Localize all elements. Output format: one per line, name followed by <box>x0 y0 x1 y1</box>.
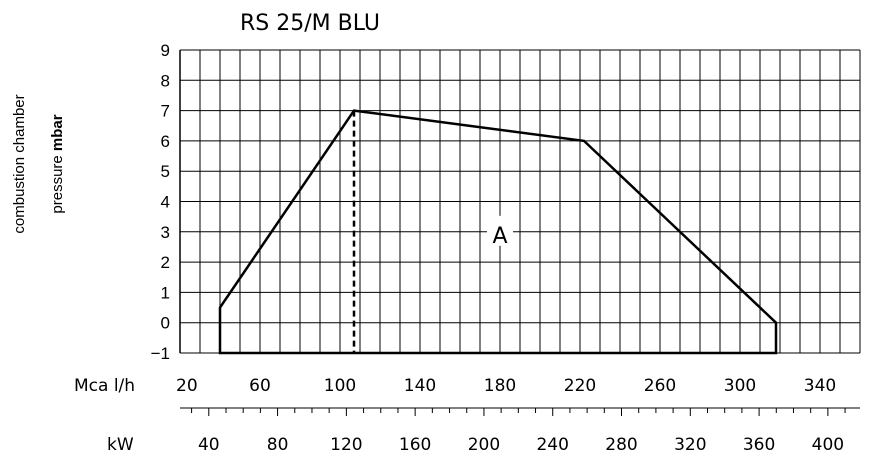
x-kw-tick-label: 240 <box>536 435 568 455</box>
working-field-curve <box>218 109 778 355</box>
y-axis-label-line1: combustion chamber <box>11 94 28 233</box>
x-mcal-tick-label: 300 <box>724 376 756 396</box>
x-kw-tick-label: 360 <box>743 435 775 455</box>
x-axis-kw: kW 40 80 120 160 200 240 280 320 360 400 <box>107 407 860 455</box>
plot-area: A <box>218 109 778 355</box>
grid <box>179 49 861 354</box>
x-kw-tick-label: 160 <box>399 435 431 455</box>
annotation-background <box>487 215 513 246</box>
y-tick-label: 5 <box>161 162 170 181</box>
y-tick-label: 2 <box>161 253 170 272</box>
x-kw-tick-label: 40 <box>198 435 220 455</box>
x-axis-mcal: Mca l/h 20 60 100 140 180 220 260 300 340 <box>74 376 836 396</box>
y-tick-labels: −1 0 1 2 3 4 5 6 7 8 9 <box>151 41 170 363</box>
y-tick-label: 8 <box>161 71 170 90</box>
x-kw-tick-label: 320 <box>674 435 706 455</box>
y-tick-label: 9 <box>161 41 170 60</box>
y-tick-label: 7 <box>161 102 170 121</box>
x-mcal-tick-label: 220 <box>564 376 596 396</box>
y-axis-label-line2: pressure mbar <box>49 114 66 213</box>
y-axis-label-prefix: pressure <box>49 151 66 214</box>
y-tick-label: 1 <box>161 283 170 302</box>
x-mcal-tick-label: 60 <box>249 376 271 396</box>
y-tick-label: 0 <box>161 314 170 333</box>
x-mcal-tick-label: 140 <box>404 376 436 396</box>
y-axis-label: combustion chamber pressure mbar <box>11 94 66 233</box>
x-mcal-tick-label: 180 <box>484 376 516 396</box>
x-mcal-tick-label: 340 <box>804 376 836 396</box>
x-kw-tick-label: 400 <box>812 435 844 455</box>
x-kw-tick-label: 200 <box>468 435 500 455</box>
y-axis-label-unit: mbar <box>49 114 66 151</box>
x-kw-tick-label: 120 <box>330 435 362 455</box>
chart-title: RS 25/M BLU <box>240 11 380 36</box>
y-tick-label: 6 <box>161 132 170 151</box>
y-tick-label: 4 <box>161 193 170 212</box>
x-axis-kw-unit: kW <box>107 435 134 455</box>
x-mcal-tick-label: 260 <box>644 376 676 396</box>
x-kw-tick-label: 280 <box>605 435 637 455</box>
annotation-label: A <box>492 224 507 249</box>
x-mcal-tick-label: 100 <box>324 376 356 396</box>
x-axis-mcal-unit: Mca l/h <box>74 376 135 396</box>
x-kw-tick-label: 80 <box>267 435 289 455</box>
y-tick-label: 3 <box>161 223 170 242</box>
x-mcal-tick-label: 20 <box>176 376 198 396</box>
y-tick-label: −1 <box>151 344 170 363</box>
